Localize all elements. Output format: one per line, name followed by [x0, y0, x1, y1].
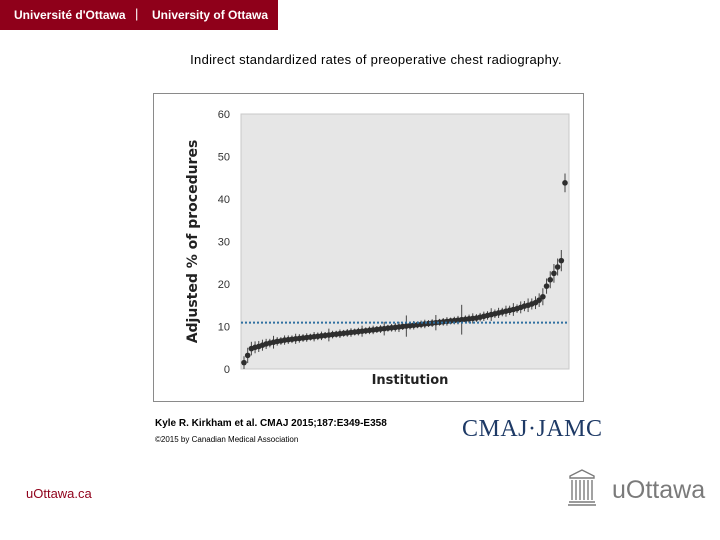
x-axis-label: Institution	[372, 373, 449, 388]
journal-logo: CMAJ·JAMC	[462, 416, 603, 442]
university-header-bar: Université d'Ottawa | University of Otta…	[0, 0, 278, 30]
copyright: ©2015 by Canadian Medical Association	[155, 435, 299, 444]
scatter-chart: 0 10 20 30 40 50 60 Adjusted % of procedures Ins…	[185, 109, 570, 388]
header-separator: |	[135, 6, 139, 21]
header-label-french: Université d'Ottawa	[14, 8, 126, 22]
data-point	[244, 352, 251, 359]
plot-area	[240, 113, 570, 370]
footer-url: uOttawa.ca	[26, 486, 92, 501]
data-point	[536, 297, 542, 303]
header-label-english: University of Ottawa	[152, 8, 269, 22]
data-point	[551, 270, 557, 277]
data-point	[543, 283, 550, 289]
data-point	[547, 276, 554, 283]
data-point	[554, 264, 561, 270]
uottawa-building-icon	[568, 469, 596, 506]
data-point	[540, 293, 546, 300]
university-logo-text: uOttawa	[612, 476, 706, 504]
y-tick-label: 60	[218, 109, 230, 121]
citation: Kyle R. Kirkham et al. CMAJ 2015;187:E34…	[155, 418, 387, 429]
data-point	[562, 180, 568, 186]
y-tick-label: 30	[218, 237, 230, 249]
y-tick-label: 50	[218, 152, 230, 164]
y-tick-label: 20	[218, 279, 230, 291]
chart-frame: 0 10 20 30 40 50 60 Adjusted % of procedures Ins…	[153, 93, 584, 402]
data-point	[241, 359, 247, 366]
y-tick-label: 0	[224, 364, 230, 376]
y-axis-label: Adjusted % of procedures	[185, 140, 201, 344]
slide-title: Indirect standardized rates of preoperat…	[190, 52, 562, 67]
data-point	[558, 257, 565, 264]
y-tick-label: 10	[218, 322, 230, 334]
y-tick-label: 40	[218, 194, 230, 206]
